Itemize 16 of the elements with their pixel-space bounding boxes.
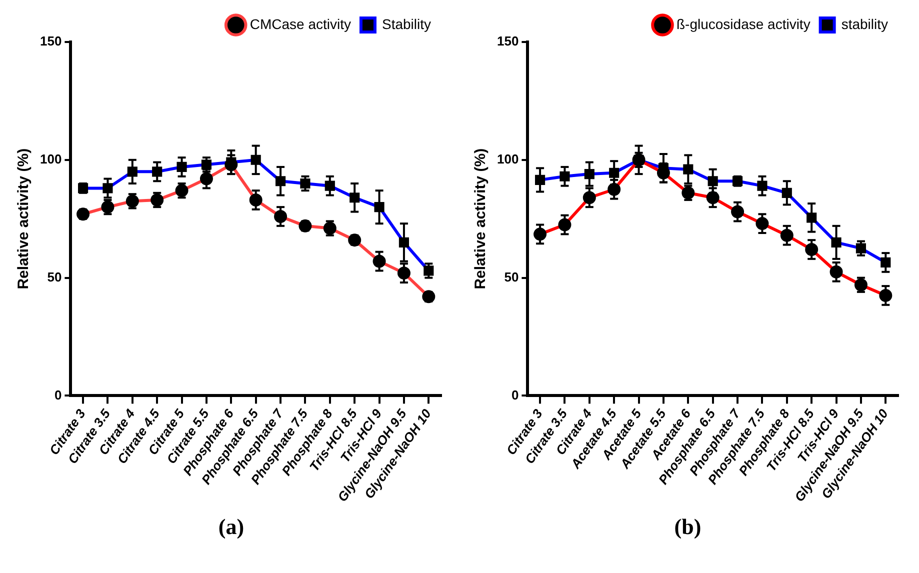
y-tick-label: 150 [496,34,518,49]
y-axis-title: Relative activity (%) [472,148,489,290]
legend-label: Stability [382,16,432,32]
legend-label: stability [841,16,888,32]
y-tick-label: 100 [496,151,518,166]
legend-label: CMCase activity [250,16,352,32]
y-tick-label: 50 [504,269,518,284]
y-tick-label: 0 [54,387,62,402]
y-tick-label: 100 [40,151,62,166]
y-tick-label: 50 [47,269,62,284]
y-tick-label: 150 [40,34,62,49]
y-axis-title: Relative activity (%) [15,148,32,290]
text: (a) [218,514,244,540]
y-tick-label: 0 [511,387,518,402]
text: (b) [674,514,702,540]
legend-label: ß-glucosidase activity [676,16,810,32]
